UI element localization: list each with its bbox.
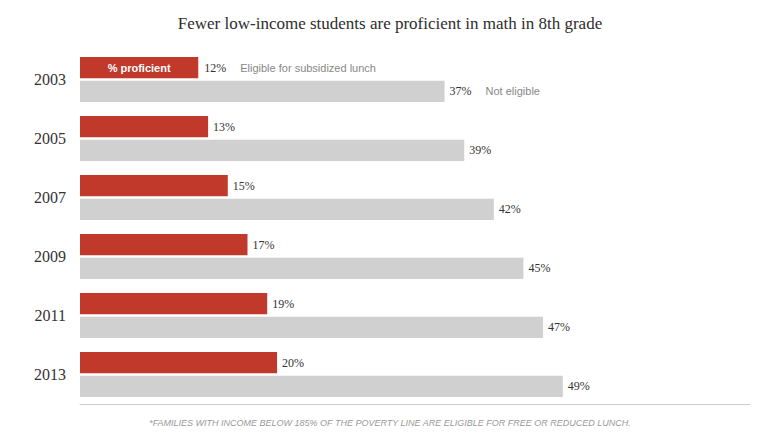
svg-text:2005: 2005 (34, 130, 66, 147)
svg-text:Fewer low-income students are: Fewer low-income students are proficient… (178, 14, 602, 33)
svg-text:20%: 20% (282, 356, 304, 370)
svg-text:2003: 2003 (34, 71, 66, 88)
svg-text:Not eligible: Not eligible (486, 85, 540, 97)
svg-text:42%: 42% (499, 202, 521, 216)
svg-text:49%: 49% (568, 379, 590, 393)
svg-text:2011: 2011 (35, 307, 66, 324)
svg-text:19%: 19% (272, 297, 294, 311)
svg-text:47%: 47% (548, 320, 570, 334)
svg-text:12%: 12% (204, 61, 226, 75)
svg-text:37%: 37% (450, 84, 472, 98)
svg-text:39%: 39% (469, 143, 491, 157)
svg-text:13%: 13% (213, 120, 235, 134)
svg-text:*FAMILIES WITH INCOME BELOW 18: *FAMILIES WITH INCOME BELOW 185% OF THE … (149, 418, 631, 428)
svg-text:15%: 15% (233, 179, 255, 193)
svg-text:17%: 17% (253, 238, 275, 252)
svg-text:2007: 2007 (34, 189, 66, 206)
svg-text:45%: 45% (528, 261, 550, 275)
svg-text:2013: 2013 (34, 366, 66, 383)
svg-text:% proficient: % proficient (108, 62, 171, 74)
svg-text:2009: 2009 (34, 248, 66, 265)
svg-text:Eligible for subsidized lunch: Eligible for subsidized lunch (240, 62, 376, 74)
